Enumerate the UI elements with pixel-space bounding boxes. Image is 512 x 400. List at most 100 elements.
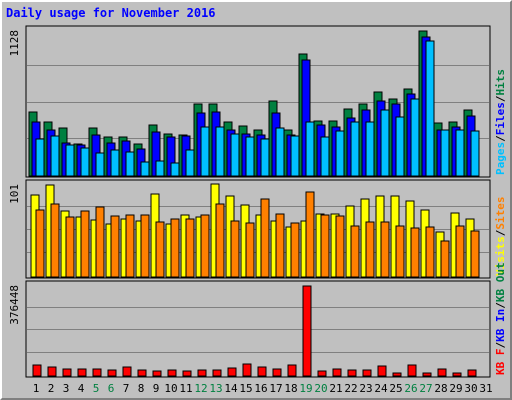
bar-kbytes-kb-f: [62, 368, 72, 377]
bar-hits-pages: [365, 121, 375, 177]
legend-item: Visits: [494, 236, 507, 276]
bar-visits-sites: [410, 227, 420, 278]
bar-hits-pages: [35, 138, 45, 177]
bar-kbytes-kb-f: [167, 369, 177, 377]
max-label-kbytes: 376448: [8, 285, 21, 325]
legend-item: /: [494, 229, 507, 236]
day-tick-label: 20: [314, 382, 327, 395]
bar-hits-pages: [410, 98, 420, 177]
bar-hits-pages: [50, 135, 60, 177]
bar-hits-pages: [350, 121, 360, 177]
bar-kbytes-kb-f: [197, 369, 207, 377]
legend-kbytes: KB F/KB In/KB Out: [494, 262, 507, 375]
legend-item: Files: [494, 102, 507, 135]
bar-kbytes-kb-f: [362, 369, 372, 377]
bar-visits-sites: [200, 214, 210, 278]
bar-kbytes-kb-f: [77, 368, 87, 377]
bar-visits-sites: [470, 230, 480, 278]
bar-visits-sites: [275, 213, 285, 278]
day-tick-label: 22: [344, 382, 357, 395]
bar-visits-sites: [125, 214, 135, 278]
legend-item: KB In: [494, 309, 507, 342]
day-tick-label: 9: [153, 382, 160, 395]
legend-item: KB Out: [494, 262, 507, 302]
day-tick-label: 4: [78, 382, 85, 395]
bar-kbytes-kb-f: [377, 365, 387, 377]
bar-visits-sites: [290, 222, 300, 278]
max-label-hits: 1128: [8, 30, 21, 57]
bar-visits-sites: [215, 203, 225, 278]
bar-kbytes-kb-f: [347, 369, 357, 377]
bar-visits-sites: [140, 214, 150, 278]
day-tick-label: 15: [239, 382, 252, 395]
bar-kbytes-kb-f: [437, 368, 447, 377]
bar-visits-sites: [395, 225, 405, 278]
bar-kbytes-kb-f: [152, 370, 162, 377]
legend-item: /: [494, 95, 507, 102]
day-tick-label: 11: [179, 382, 192, 395]
bar-hits-pages: [155, 160, 165, 177]
day-tick-label: 2: [48, 382, 55, 395]
bar-kbytes-kb-f: [332, 368, 342, 377]
day-tick-label: 17: [269, 382, 282, 395]
day-tick-label: 26: [404, 382, 417, 395]
day-tick-label: 23: [359, 382, 372, 395]
bar-hits-pages: [455, 129, 465, 177]
bar-visits-sites: [50, 203, 60, 278]
day-tick-label: 24: [374, 382, 388, 395]
day-tick-label: 25: [389, 382, 402, 395]
bar-hits-pages: [80, 147, 90, 177]
day-tick-label: 19: [299, 382, 312, 395]
bar-kbytes-kb-f: [302, 285, 312, 377]
day-tick-label: 14: [224, 382, 238, 395]
bar-visits-sites: [155, 221, 165, 278]
bar-kbytes-kb-f: [227, 367, 237, 377]
bar-hits-pages: [260, 138, 270, 177]
legend-item: Pages: [494, 142, 507, 175]
day-tick-label: 1: [33, 382, 40, 395]
bar-kbytes-kb-f: [122, 366, 132, 377]
bar-kbytes-kb-f: [407, 364, 417, 377]
day-tick-label: 7: [123, 382, 130, 395]
bar-hits-pages: [170, 162, 180, 177]
bar-kbytes-kb-f: [257, 366, 267, 377]
bar-visits-sites: [230, 220, 240, 278]
bar-visits-sites: [95, 206, 105, 278]
legend-item: Hits: [494, 69, 507, 96]
bar-visits-sites: [185, 218, 195, 278]
bar-visits-sites: [455, 225, 465, 278]
bar-hits-pages: [245, 136, 255, 177]
bar-hits-pages: [185, 149, 195, 177]
bar-hits-pages: [140, 161, 150, 177]
day-tick-label: 10: [164, 382, 177, 395]
day-tick-label: 13: [209, 382, 222, 395]
legend-hits: Pages/Files/Hits: [494, 69, 507, 175]
chart-title: Daily usage for November 2016: [6, 6, 216, 20]
bar-hits-pages: [110, 149, 120, 177]
bar-hits-pages: [215, 126, 225, 177]
bar-kbytes-kb-f: [392, 372, 402, 377]
legend-item: /: [494, 135, 507, 142]
bar-kbytes-kb-f: [422, 372, 432, 377]
bar-visits-sites: [335, 215, 345, 278]
bar-hits-pages: [305, 121, 315, 177]
day-tick-label: 31: [479, 382, 492, 395]
bar-visits-sites: [365, 221, 375, 278]
legend-visits: Visits/Sites: [494, 197, 507, 277]
bar-visits-sites: [350, 225, 360, 278]
bar-visits-sites: [170, 218, 180, 278]
legend-item: KB F: [494, 349, 507, 376]
legend-item: /: [494, 342, 507, 349]
bar-kbytes-kb-f: [92, 368, 102, 377]
bar-hits-pages: [275, 127, 285, 177]
day-tick-label: 28: [434, 382, 447, 395]
bar-kbytes-kb-f: [452, 372, 462, 377]
max-label-visits: 101: [8, 184, 21, 204]
bar-kbytes-kb-f: [242, 363, 252, 377]
bar-hits-pages: [95, 152, 105, 177]
bar-hits-pages: [290, 135, 300, 177]
bar-visits-sites: [245, 222, 255, 278]
bar-hits-pages: [65, 144, 75, 177]
bar-visits-sites: [35, 209, 45, 278]
